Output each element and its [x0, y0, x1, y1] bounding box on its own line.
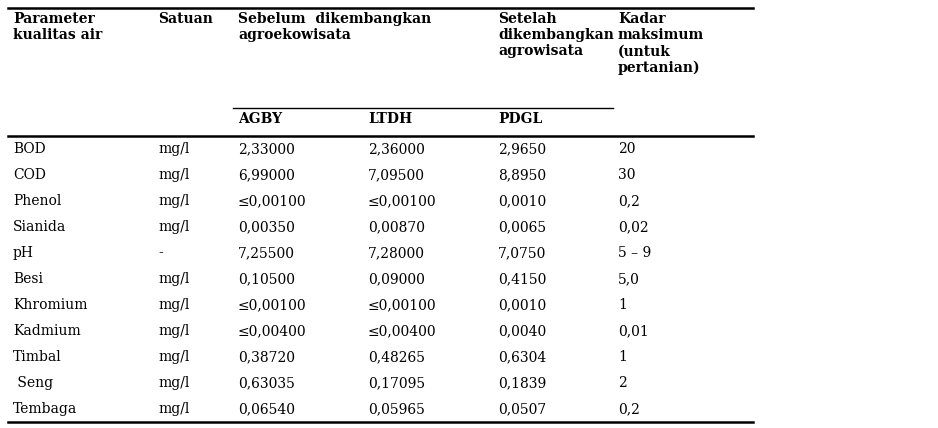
Text: mg/l: mg/l [158, 376, 189, 390]
Text: 7,09500: 7,09500 [368, 168, 425, 182]
Text: 0,2: 0,2 [618, 194, 640, 208]
Text: mg/l: mg/l [158, 142, 189, 156]
Text: AGBY: AGBY [238, 112, 282, 126]
Text: PDGL: PDGL [498, 112, 542, 126]
Text: 1: 1 [618, 350, 627, 364]
Text: 2,33000: 2,33000 [238, 142, 295, 156]
Text: ≤0,00400: ≤0,00400 [368, 324, 436, 338]
Text: 1: 1 [618, 298, 627, 312]
Text: 2,9650: 2,9650 [498, 142, 546, 156]
Text: 0,0065: 0,0065 [498, 220, 546, 234]
Text: 0,1839: 0,1839 [498, 376, 546, 390]
Text: mg/l: mg/l [158, 168, 189, 182]
Text: mg/l: mg/l [158, 272, 189, 286]
Text: Besi: Besi [13, 272, 43, 286]
Text: ≤0,00100: ≤0,00100 [368, 298, 436, 312]
Text: 30: 30 [618, 168, 636, 182]
Text: 0,6304: 0,6304 [498, 350, 546, 364]
Text: BOD: BOD [13, 142, 46, 156]
Text: 0,01: 0,01 [618, 324, 649, 338]
Text: 2: 2 [618, 376, 627, 390]
Text: 2,36000: 2,36000 [368, 142, 425, 156]
Text: Phenol: Phenol [13, 194, 61, 208]
Text: 0,38720: 0,38720 [238, 350, 295, 364]
Text: Khromium: Khromium [13, 298, 87, 312]
Text: mg/l: mg/l [158, 220, 189, 234]
Text: 0,05965: 0,05965 [368, 402, 425, 416]
Text: Parameter
kualitas air: Parameter kualitas air [13, 12, 102, 42]
Text: Timbal: Timbal [13, 350, 62, 364]
Text: 8,8950: 8,8950 [498, 168, 546, 182]
Text: mg/l: mg/l [158, 194, 189, 208]
Text: 0,4150: 0,4150 [498, 272, 546, 286]
Text: Satuan: Satuan [158, 12, 213, 26]
Text: 0,0010: 0,0010 [498, 298, 546, 312]
Text: 0,48265: 0,48265 [368, 350, 425, 364]
Text: 7,25500: 7,25500 [238, 246, 295, 260]
Text: 0,0010: 0,0010 [498, 194, 546, 208]
Text: 7,28000: 7,28000 [368, 246, 425, 260]
Text: -: - [158, 246, 163, 260]
Text: 0,06540: 0,06540 [238, 402, 295, 416]
Text: Kadmium: Kadmium [13, 324, 81, 338]
Text: 7,0750: 7,0750 [498, 246, 546, 260]
Text: ≤0,00100: ≤0,00100 [238, 298, 307, 312]
Text: 0,0507: 0,0507 [498, 402, 546, 416]
Text: 20: 20 [618, 142, 636, 156]
Text: 6,99000: 6,99000 [238, 168, 295, 182]
Text: ≤0,00100: ≤0,00100 [368, 194, 436, 208]
Text: 0,00350: 0,00350 [238, 220, 295, 234]
Text: mg/l: mg/l [158, 350, 189, 364]
Text: Sebelum  dikembangkan
agroekowisata: Sebelum dikembangkan agroekowisata [238, 12, 431, 42]
Text: 0,17095: 0,17095 [368, 376, 425, 390]
Text: Setelah
dikembangkan
agrowisata: Setelah dikembangkan agrowisata [498, 12, 613, 58]
Text: 0,63035: 0,63035 [238, 376, 295, 390]
Text: 0,10500: 0,10500 [238, 272, 295, 286]
Text: 0,09000: 0,09000 [368, 272, 425, 286]
Text: 0,02: 0,02 [618, 220, 648, 234]
Text: 0,00870: 0,00870 [368, 220, 425, 234]
Text: pH: pH [13, 246, 34, 260]
Text: COD: COD [13, 168, 46, 182]
Text: 5,0: 5,0 [618, 272, 640, 286]
Text: Sianida: Sianida [13, 220, 67, 234]
Text: ≤0,00100: ≤0,00100 [238, 194, 307, 208]
Text: Kadar
maksimum
(untuk
pertanian): Kadar maksimum (untuk pertanian) [618, 12, 704, 75]
Text: ≤0,00400: ≤0,00400 [238, 324, 307, 338]
Text: mg/l: mg/l [158, 298, 189, 312]
Text: Seng: Seng [13, 376, 53, 390]
Text: 0,0040: 0,0040 [498, 324, 546, 338]
Text: mg/l: mg/l [158, 324, 189, 338]
Text: 5 – 9: 5 – 9 [618, 246, 651, 260]
Text: mg/l: mg/l [158, 402, 189, 416]
Text: 0,2: 0,2 [618, 402, 640, 416]
Text: LTDH: LTDH [368, 112, 412, 126]
Text: Tembaga: Tembaga [13, 402, 77, 416]
